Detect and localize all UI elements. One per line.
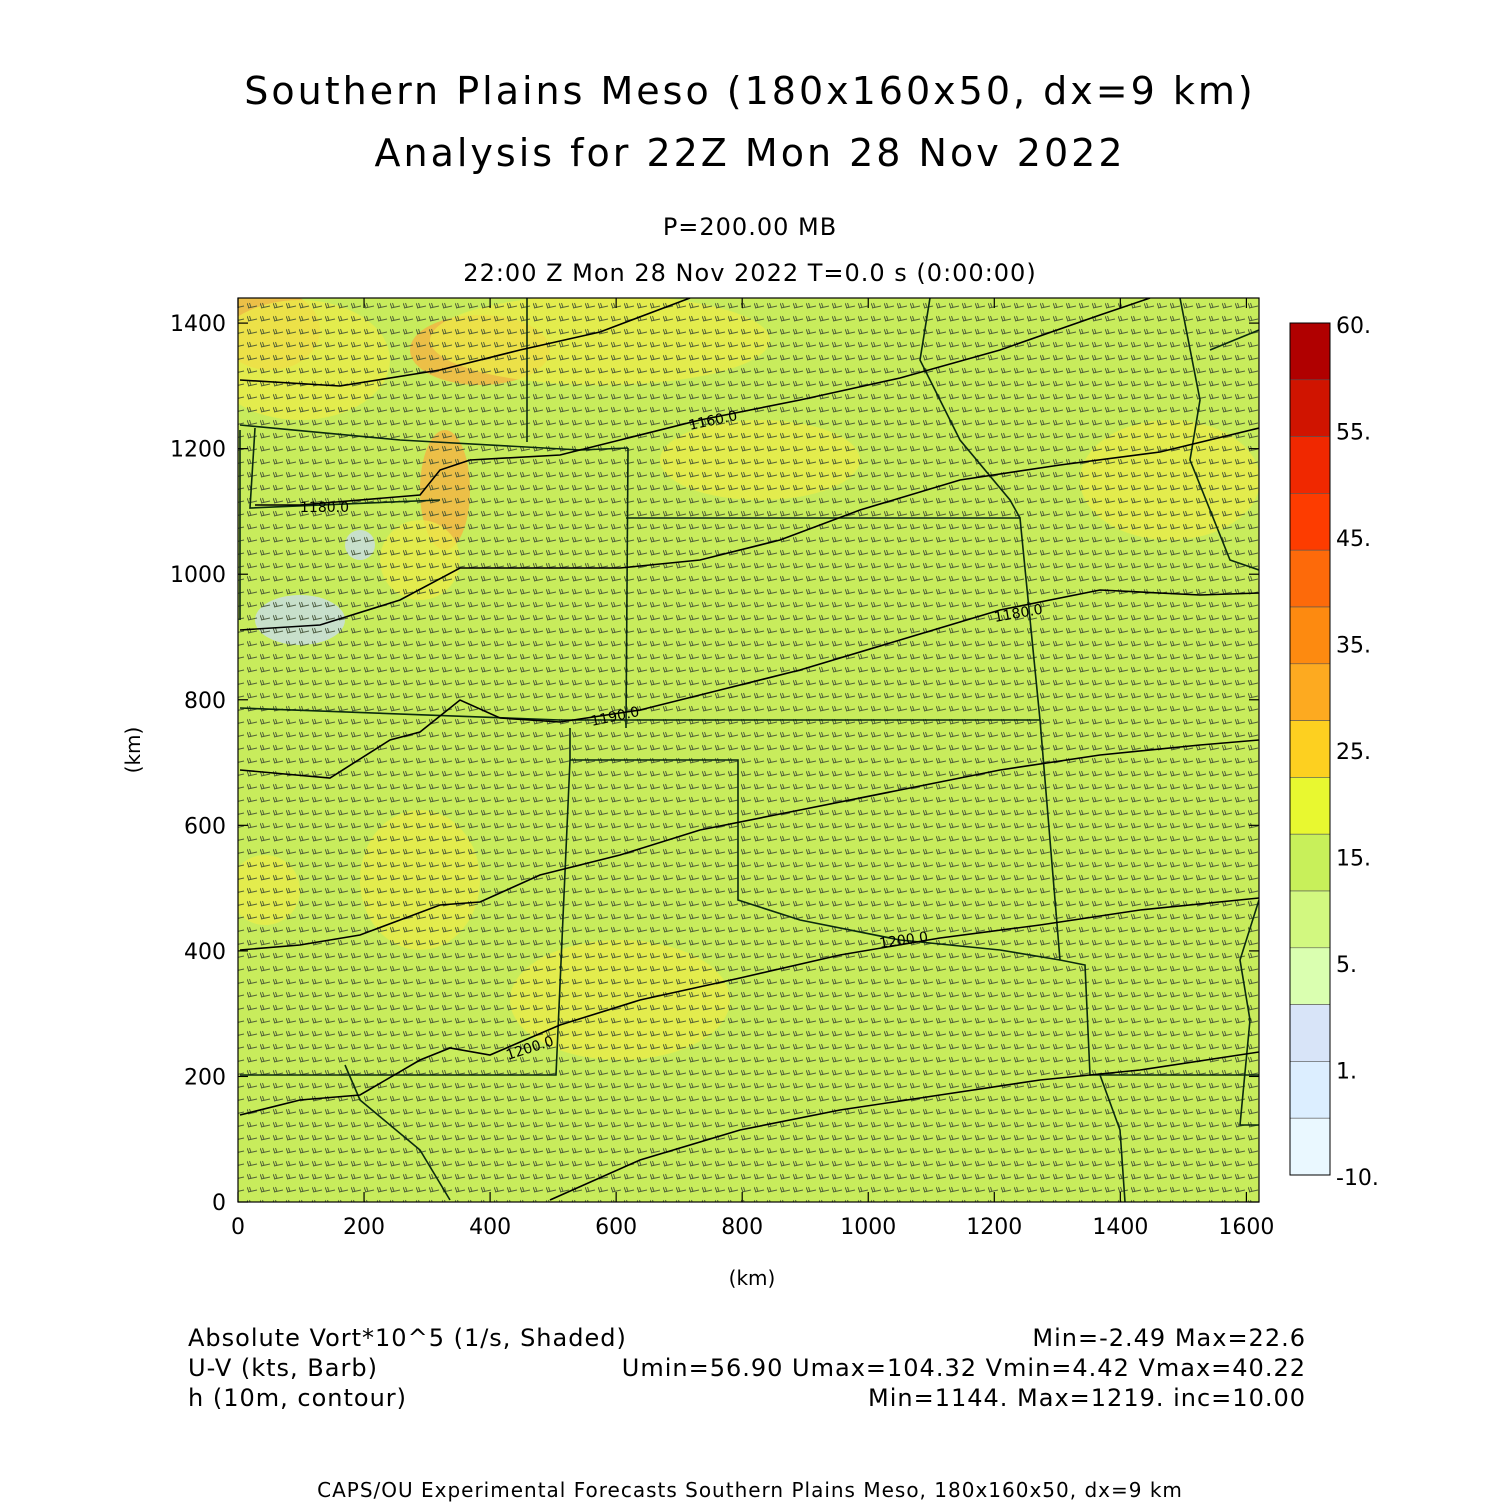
colorbar-swatch (1289, 549, 1331, 608)
contour-label: h (10m, contour) (188, 1384, 408, 1412)
colorbar: 60. 55. 45. 35. 25. 15. 5. 1. -10. (1289, 314, 1379, 1191)
shaded-field-stats: Min=-2.49 Max=22.6 (1032, 1324, 1306, 1352)
x-tick-label: 0 (231, 1215, 245, 1240)
colorbar-label: 60. (1336, 314, 1371, 339)
y-axis-label: (km) (121, 727, 145, 774)
colorbar-label: 1. (1336, 1060, 1357, 1085)
y-tick-label: 1200 (170, 438, 226, 463)
x-tick-label: 200 (343, 1215, 385, 1240)
x-tick-label: 1000 (840, 1215, 896, 1240)
colorbar-swatch (1289, 947, 1331, 1005)
x-tick-label: 400 (469, 1215, 511, 1240)
y-tick-label: 1400 (170, 312, 226, 337)
colorbar-swatch (1289, 322, 1331, 381)
contour-stats: Min=1144. Max=1219. inc=10.00 (868, 1384, 1306, 1412)
colorbar-swatch (1289, 1004, 1331, 1062)
y-tick-label: 400 (184, 940, 226, 965)
colorbar-swatch (1289, 663, 1331, 721)
y-tick-label: 600 (184, 814, 226, 839)
colorbar-swatch (1289, 777, 1331, 835)
y-tick-label: 200 (184, 1065, 226, 1090)
colorbar-swatch (1289, 436, 1331, 494)
colorbar-swatch (1289, 379, 1331, 437)
colorbar-swatch (1289, 1117, 1331, 1176)
colorbar-swatch (1289, 890, 1331, 949)
colorbar-swatch (1289, 606, 1331, 665)
barb-label: U-V (kts, Barb) (188, 1354, 378, 1382)
colorbar-swatch (1289, 720, 1331, 778)
colorbar-label: 45. (1336, 527, 1371, 552)
colorbar-frame (1289, 322, 1331, 1176)
footer-credit: CAPS/OU Experimental Forecasts Southern … (317, 1478, 1183, 1502)
height-contours (239, 298, 1259, 1201)
colorbar-swatch (1289, 833, 1331, 892)
colorbar-label: 25. (1336, 740, 1371, 765)
state-borders (239, 298, 1259, 1202)
shaded-field-label: Absolute Vort*10^5 (1/s, Shaded) (188, 1324, 627, 1352)
wind-barbs (238, 298, 1259, 1202)
colorbar-label: 5. (1336, 953, 1357, 978)
y-tick-label: 0 (212, 1191, 226, 1216)
x-tick-label: 1600 (1218, 1215, 1274, 1240)
y-tick-label: 1000 (170, 563, 226, 588)
y-tick-label: 800 (184, 689, 226, 714)
valid-time: 22:00 Z Mon 28 Nov 2022 T=0.0 s (0:00:00… (463, 259, 1037, 287)
plot-frame (237, 297, 1260, 1203)
pressure-level: P=200.00 MB (662, 213, 838, 241)
colorbar-swatch (1289, 1061, 1331, 1119)
contour-label: 1200.0 (878, 929, 929, 952)
title-line-2: Analysis for 22Z Mon 28 Nov 2022 (374, 131, 1126, 175)
contour-label: 1180.0 (300, 500, 349, 516)
x-tick-label: 1200 (966, 1215, 1022, 1240)
colorbar-label: -10. (1336, 1166, 1379, 1191)
title-line-1: Southern Plains Meso (180x160x50, dx=9 k… (244, 69, 1256, 113)
x-axis-label: (km) (729, 1266, 776, 1290)
colorbar-swatch (1289, 493, 1331, 551)
colorbar-label: 15. (1336, 847, 1371, 872)
x-tick-label: 800 (721, 1215, 763, 1240)
x-tick-label: 1400 (1092, 1215, 1148, 1240)
barb-stats: Umin=56.90 Umax=104.32 Vmin=4.42 Vmax=40… (621, 1354, 1306, 1382)
colorbar-label: 55. (1336, 421, 1371, 446)
colorbar-label: 35. (1336, 634, 1371, 659)
x-tick-label: 600 (595, 1215, 637, 1240)
